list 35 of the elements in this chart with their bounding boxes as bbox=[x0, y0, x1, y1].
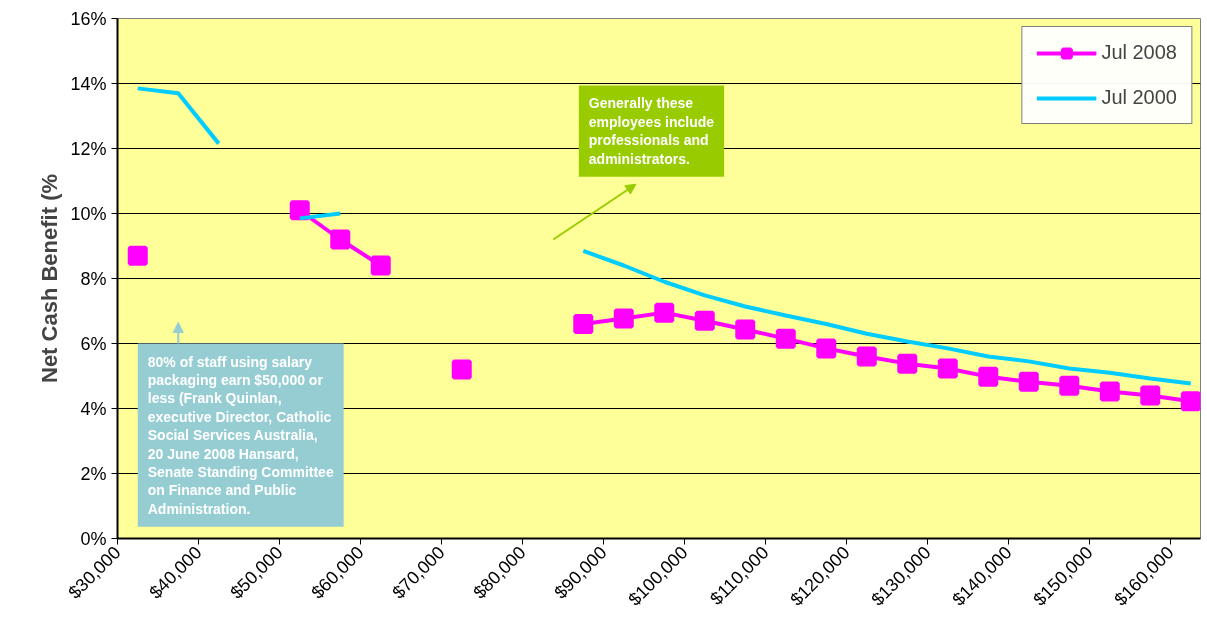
point bbox=[330, 229, 351, 250]
y-tick-label: 10% bbox=[70, 203, 107, 224]
y-tick-label: 16% bbox=[70, 8, 107, 29]
legend-label: Jul 2008 bbox=[1101, 41, 1177, 64]
point bbox=[897, 353, 918, 374]
point bbox=[735, 319, 756, 340]
point bbox=[451, 359, 472, 380]
point bbox=[573, 314, 594, 334]
legend-label: Jul 2000 bbox=[1101, 86, 1177, 109]
point bbox=[613, 308, 634, 329]
y-tick-label: 2% bbox=[80, 463, 107, 484]
point bbox=[1140, 385, 1161, 406]
point bbox=[654, 302, 675, 323]
point bbox=[978, 366, 999, 387]
point bbox=[856, 346, 877, 367]
point bbox=[694, 310, 715, 331]
annotation: Generally these employees include professionals and administrators. bbox=[588, 95, 715, 167]
y-tick-label: 4% bbox=[80, 398, 107, 419]
point bbox=[1059, 375, 1080, 396]
point bbox=[816, 338, 837, 359]
point bbox=[127, 245, 148, 266]
y-axis-title: Net Cash Benefit (% bbox=[37, 173, 63, 384]
y-tick-label: 8% bbox=[80, 268, 107, 289]
point bbox=[775, 328, 796, 349]
point bbox=[370, 255, 391, 276]
y-tick-label: 0% bbox=[80, 528, 107, 549]
y-tick-label: 6% bbox=[80, 333, 107, 354]
point bbox=[1099, 381, 1120, 402]
point bbox=[289, 200, 310, 221]
y-tick-label: 14% bbox=[70, 73, 107, 94]
text: 80% of staff using salary packaging earn $50,000 or less (Frank Quinlan, executive Director, Catholic Social Services Australia, 20 June 2008 Hansard, Senate Standing Committee on Finance and Public Administration. bbox=[147, 353, 334, 517]
point bbox=[1180, 391, 1201, 412]
point bbox=[1018, 371, 1039, 392]
y-tick-label: 12% bbox=[70, 138, 107, 159]
point bbox=[937, 358, 958, 379]
